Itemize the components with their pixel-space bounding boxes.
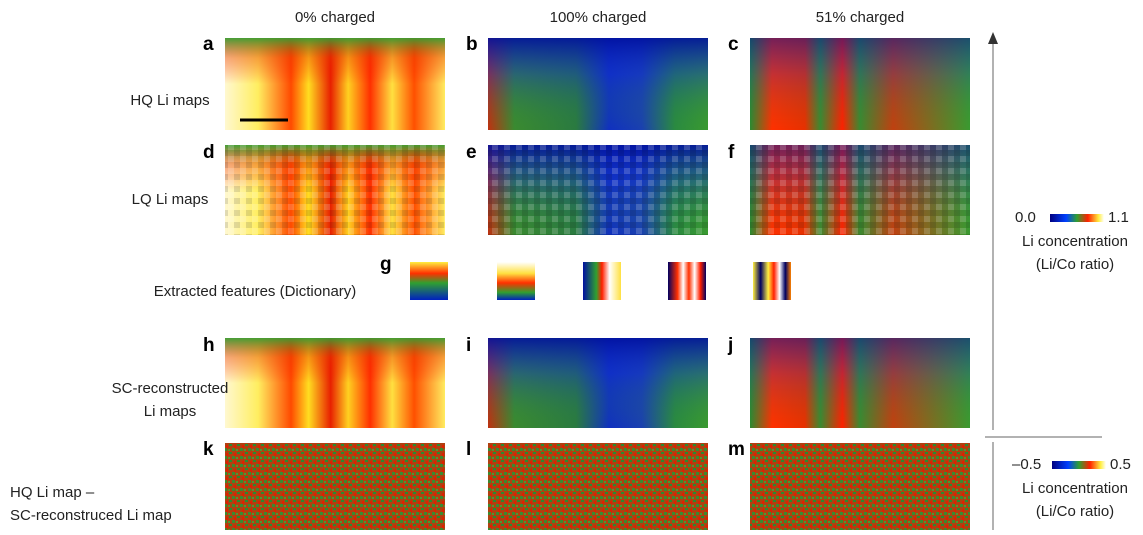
panel-letter: j	[727, 335, 733, 356]
map-overlay	[225, 338, 445, 428]
colorbar	[1052, 461, 1106, 469]
feature	[410, 262, 448, 300]
row-label: SC-reconstructed	[112, 380, 229, 397]
map-overlay	[750, 338, 970, 428]
colorbar-max: 1.1	[1108, 209, 1129, 226]
map-overlay	[225, 38, 445, 130]
row-label: HQ Li maps	[130, 92, 209, 109]
row-label: Li maps	[144, 403, 197, 420]
column-header: 100% charged	[550, 9, 647, 26]
panel-letter: a	[203, 34, 214, 55]
colorbar	[1050, 214, 1104, 222]
colorbar-max: 0.5	[1110, 456, 1131, 473]
colorbar-unit: (Li/Co ratio)	[1036, 256, 1114, 273]
row-label: Extracted features (Dictionary)	[154, 283, 357, 300]
pixel-overlay	[750, 145, 970, 235]
panel-letter: g	[380, 254, 392, 275]
feature	[668, 262, 706, 300]
panel-letter: m	[728, 439, 745, 460]
panel-letter: l	[466, 439, 471, 460]
panel-letter: e	[466, 142, 477, 163]
panel-letter: h	[203, 335, 215, 356]
map-overlay	[488, 338, 708, 428]
colorbar-unit: (Li/Co ratio)	[1036, 503, 1114, 520]
map-panel	[750, 443, 970, 530]
colorbar-min: 0.0	[1015, 209, 1036, 226]
arrow-head	[988, 32, 998, 44]
panel-letter: c	[728, 34, 739, 55]
panel-letter: i	[466, 335, 471, 356]
row-label: SC-reconstruced Li map	[10, 507, 172, 524]
map-panel	[225, 443, 445, 530]
feature	[753, 262, 791, 300]
panel-letter: k	[203, 439, 214, 460]
column-header: 0% charged	[295, 9, 375, 26]
panel-letter: d	[203, 142, 215, 163]
colorbar-label: Li concentration	[1022, 480, 1128, 497]
row-label: LQ Li maps	[132, 191, 209, 208]
row-label: HQ Li map –	[10, 484, 95, 501]
pixel-overlay	[225, 145, 445, 235]
colorbar-min: –0.5	[1012, 456, 1041, 473]
column-header: 51% charged	[816, 9, 904, 26]
map-panel	[488, 443, 708, 530]
feature	[497, 262, 535, 300]
map-overlay	[488, 38, 708, 130]
pixel-overlay	[488, 145, 708, 235]
map-overlay	[750, 38, 970, 130]
colorbar-label: Li concentration	[1022, 233, 1128, 250]
panel-letter: f	[728, 142, 735, 163]
feature	[583, 262, 621, 300]
panel-letter: b	[466, 34, 478, 55]
